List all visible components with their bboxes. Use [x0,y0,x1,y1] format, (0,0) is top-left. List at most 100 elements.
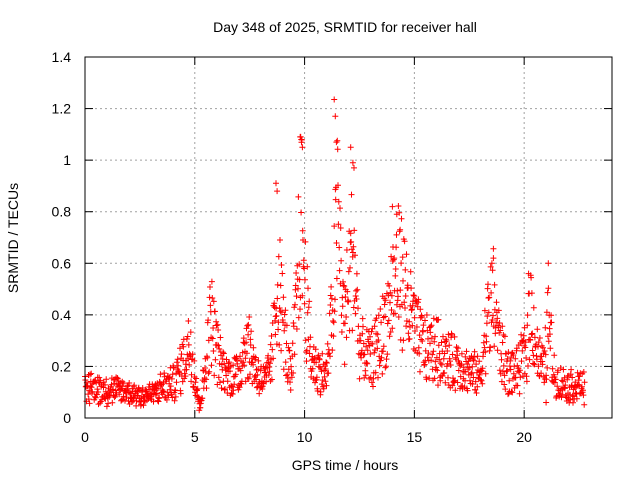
data-point [338,312,345,319]
data-point [438,361,445,368]
data-point [336,267,343,274]
data-point [490,312,496,319]
data-point [535,339,542,346]
data-point [381,301,388,308]
data-point [313,374,320,381]
plot-frame [84,56,613,419]
data-point [287,387,294,393]
data-point [331,96,338,103]
data-point [328,295,335,302]
data-point [247,342,254,348]
data-point [423,376,430,383]
data-point [569,392,576,399]
data-point [276,305,283,311]
data-point [363,359,370,366]
data-point [392,310,398,317]
data-point [536,335,543,341]
data-point [214,321,221,328]
data-point [335,198,342,205]
data-point [374,345,381,352]
data-point [210,348,217,354]
data-point [538,353,545,360]
data-point [360,323,366,330]
data-point [234,360,241,367]
data-point [240,335,247,342]
data-point [462,353,469,360]
data-point [334,137,341,144]
data-point [180,343,187,350]
data-point [103,403,110,410]
data-point [501,333,508,340]
data-point [472,378,479,385]
data-point [245,331,252,338]
data-point [229,391,236,397]
data-point [230,362,237,369]
data-point [519,347,526,354]
data-point [575,381,581,388]
data-point [85,396,92,403]
data-point [489,317,496,323]
data-point [549,365,556,372]
data-point [243,325,250,332]
data-point [393,231,400,238]
data-point [247,336,254,343]
data-point [317,388,324,395]
data-point [242,378,249,385]
data-point [302,337,309,344]
data-point [324,340,331,347]
data-point [494,315,501,322]
data-point [326,350,333,357]
data-point [289,340,296,347]
data-point [350,243,357,250]
data-point [256,390,263,397]
data-point [322,366,329,372]
data-point [241,362,248,369]
data-point [320,385,327,392]
data-point [498,356,505,363]
data-point [184,333,191,340]
data-point [388,292,395,299]
data-point [543,376,550,383]
data-point [188,378,195,385]
data-point [399,347,406,354]
y-tick-label: 0.6 [52,255,72,271]
data-point [354,286,361,293]
data-point [340,282,347,289]
data-point [482,370,489,377]
data-point [347,144,354,151]
data-point [443,338,450,344]
data-point [245,375,252,382]
data-point [427,323,434,330]
data-point [364,347,371,354]
data-point [282,307,289,314]
data-point [402,266,409,273]
data-point [319,350,326,357]
data-point [474,353,481,360]
data-point [493,319,500,326]
data-point [213,322,220,329]
data-point [375,312,382,319]
data-point [265,372,272,378]
data-point [274,188,281,195]
data-point [543,399,550,406]
data-point [341,361,348,368]
data-point [111,394,118,401]
data-point [431,375,438,382]
data-point [296,276,303,283]
data-point [179,378,186,385]
data-point [420,322,427,329]
data-point [581,401,588,408]
data-point [262,369,269,376]
data-point [96,374,103,381]
data-point [280,294,287,301]
data-point [173,379,180,386]
data-point [312,346,319,353]
data-point [382,297,389,304]
data-point [397,226,404,233]
data-point [560,378,566,385]
data-point [406,318,413,325]
x-tick-label: 15 [407,429,423,445]
data-point [383,356,390,363]
data-point [575,377,582,384]
data-point [277,282,284,289]
